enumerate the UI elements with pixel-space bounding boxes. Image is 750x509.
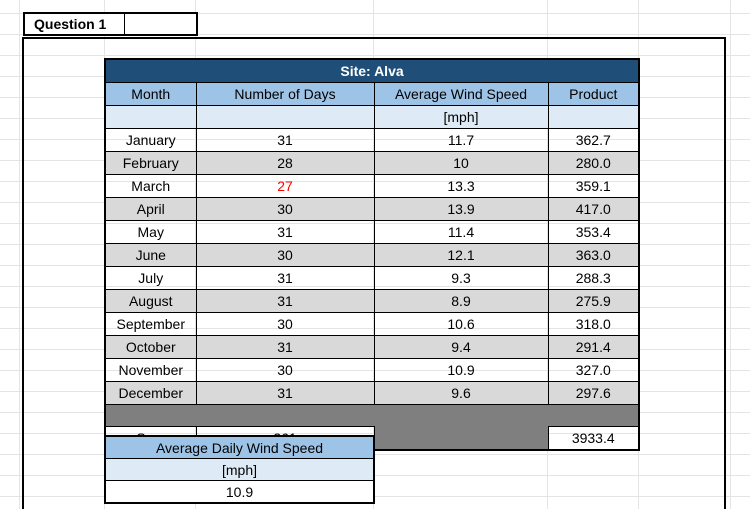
unit-row: [mph] xyxy=(104,105,640,129)
question-label-cell[interactable]: Question 1 xyxy=(23,12,198,36)
cell-product[interactable]: 288.3 xyxy=(547,266,640,290)
table-row: December 31 9.6 297.6 xyxy=(104,381,640,405)
avg-title-cell[interactable]: Average Daily Wind Speed xyxy=(104,435,375,459)
table-row: November 30 10.9 327.0 xyxy=(104,358,640,382)
cell-days[interactable]: 31 xyxy=(195,335,375,359)
cell-month[interactable]: October xyxy=(104,335,197,359)
cell-product[interactable]: 318.0 xyxy=(547,312,640,336)
cell-wind-speed[interactable]: 11.4 xyxy=(373,220,549,244)
column-header-days[interactable]: Number of Days xyxy=(195,82,375,106)
column-header-product[interactable]: Product xyxy=(547,82,640,106)
unit-cell-mph[interactable]: [mph] xyxy=(373,105,549,129)
column-header-row: Month Number of Days Average Wind Speed … xyxy=(104,82,640,106)
cell-wind-speed[interactable]: 8.9 xyxy=(373,289,549,313)
cell-product[interactable]: 280.0 xyxy=(547,151,640,175)
spacer-cell xyxy=(374,404,548,427)
avg-unit-cell[interactable]: [mph] xyxy=(104,458,375,481)
question-label: Question 1 xyxy=(34,16,107,32)
month-rows: January 31 11.7 362.7 February 28 10 280.0 March… xyxy=(104,128,640,405)
cell-days[interactable]: 31 xyxy=(195,289,375,313)
cell-days[interactable]: 30 xyxy=(195,197,375,221)
cell-days[interactable]: 30 xyxy=(195,312,375,336)
cell-month[interactable]: November xyxy=(104,358,197,382)
spacer-cell xyxy=(105,404,196,427)
cell-month[interactable]: January xyxy=(104,128,197,152)
cell-days[interactable]: 31 xyxy=(195,220,375,244)
spacer-cell xyxy=(548,404,639,427)
table-row: May 31 11.4 353.4 xyxy=(104,220,640,244)
cell-product[interactable]: 327.0 xyxy=(547,358,640,382)
cell-month[interactable]: March xyxy=(104,174,197,198)
cell-month[interactable]: April xyxy=(104,197,197,221)
cell-month[interactable]: December xyxy=(104,381,197,405)
cell-days[interactable]: 28 xyxy=(195,151,375,175)
average-wind-speed-table: Average Daily Wind Speed [mph] 10.9 xyxy=(104,435,375,504)
gridline-vertical xyxy=(19,0,20,509)
cell-month[interactable]: February xyxy=(104,151,197,175)
cell-days[interactable]: 30 xyxy=(195,358,375,382)
table-row: April 30 13.9 417.0 xyxy=(104,197,640,221)
cell-wind-speed[interactable]: 10.9 xyxy=(373,358,549,382)
avg-value-row: 10.9 xyxy=(104,480,375,504)
table-row: October 31 9.4 291.4 xyxy=(104,335,640,359)
table-row: June 30 12.1 363.0 xyxy=(104,243,640,267)
unit-cell[interactable] xyxy=(547,105,640,129)
cell-product[interactable]: 359.1 xyxy=(547,174,640,198)
cell-wind-speed[interactable]: 9.4 xyxy=(373,335,549,359)
cell-wind-speed[interactable]: 12.1 xyxy=(373,243,549,267)
cell-wind-speed[interactable]: 11.7 xyxy=(373,128,549,152)
avg-unit-row: [mph] xyxy=(104,458,375,481)
unit-cell[interactable] xyxy=(104,105,197,129)
unit-cell[interactable] xyxy=(195,105,375,129)
column-header-month[interactable]: Month xyxy=(104,82,197,106)
table-row: August 31 8.9 275.9 xyxy=(104,289,640,313)
cell-product[interactable]: 353.4 xyxy=(547,220,640,244)
cell-month[interactable]: July xyxy=(104,266,197,290)
table-row: February 28 10 280.0 xyxy=(104,151,640,175)
cell-product[interactable]: 297.6 xyxy=(547,381,640,405)
avg-title-row: Average Daily Wind Speed xyxy=(104,435,375,459)
cell-days[interactable]: 31 xyxy=(195,266,375,290)
cell-wind-speed[interactable]: 10.6 xyxy=(373,312,549,336)
cell-wind-speed[interactable]: 9.6 xyxy=(373,381,549,405)
table-row: March 27 13.3 359.1 xyxy=(104,174,640,198)
cell-days[interactable]: 31 xyxy=(195,128,375,152)
column-header-wind-speed[interactable]: Average Wind Speed xyxy=(373,82,549,106)
cell-days[interactable]: 27 xyxy=(195,174,375,198)
cell-product[interactable]: 291.4 xyxy=(547,335,640,359)
cell-wind-speed[interactable]: 9.3 xyxy=(373,266,549,290)
site-title-row: Site: Alva xyxy=(104,58,640,83)
table-row: July 31 9.3 288.3 xyxy=(104,266,640,290)
spacer-cell xyxy=(196,404,374,427)
sum-blank-cell[interactable] xyxy=(373,426,549,451)
cell-month[interactable]: August xyxy=(104,289,197,313)
table-row: September 30 10.6 318.0 xyxy=(104,312,640,336)
site-title-cell[interactable]: Site: Alva xyxy=(104,58,640,83)
cell-product[interactable]: 417.0 xyxy=(547,197,640,221)
cell-month[interactable]: May xyxy=(104,220,197,244)
cell-divider xyxy=(124,14,125,34)
cell-month[interactable]: June xyxy=(104,243,197,267)
avg-value-cell[interactable]: 10.9 xyxy=(104,480,375,504)
table-row: January 31 11.7 362.7 xyxy=(104,128,640,152)
cell-wind-speed[interactable]: 13.3 xyxy=(373,174,549,198)
cell-days[interactable]: 30 xyxy=(195,243,375,267)
cell-product[interactable]: 363.0 xyxy=(547,243,640,267)
spacer-row xyxy=(105,404,639,427)
gridline-vertical xyxy=(730,0,731,509)
cell-wind-speed[interactable]: 10 xyxy=(373,151,549,175)
content-border-box xyxy=(22,37,726,509)
sum-product-cell[interactable]: 3933.4 xyxy=(547,426,640,451)
cell-product[interactable]: 275.9 xyxy=(547,289,640,313)
cell-wind-speed[interactable]: 13.9 xyxy=(373,197,549,221)
site-table: Site: Alva Month Number of Days Average … xyxy=(104,58,640,451)
cell-month[interactable]: September xyxy=(104,312,197,336)
cell-days[interactable]: 31 xyxy=(195,381,375,405)
cell-product[interactable]: 362.7 xyxy=(547,128,640,152)
